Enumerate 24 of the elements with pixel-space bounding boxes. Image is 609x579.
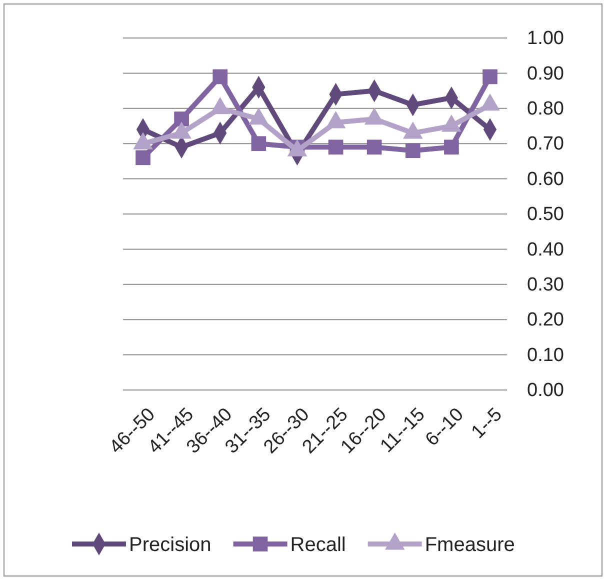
point [212,69,228,84]
point [405,143,420,158]
y-tick-label: 0.90 [527,63,564,84]
point [251,136,266,152]
y-tick-label: 1.00 [527,28,564,50]
y-tick-label: 0.60 [527,168,564,190]
y-tick-label: 0.70 [527,134,564,155]
point [136,150,150,166]
point [328,140,344,155]
y-tick-label: 0.40 [527,239,564,260]
point [482,69,498,84]
y-tick-label: 0.10 [527,344,564,366]
point [174,112,189,126]
legend-label: Recall [290,534,346,556]
y-tick-label: 0.20 [527,310,564,331]
y-tick-label: 0.50 [527,204,564,226]
point [366,140,382,155]
y-tick-label: 0.30 [527,274,564,296]
y-tick-label: 0.00 [527,380,564,402]
legend-label: Fmeasure [424,534,515,556]
legend-label: Precision [129,534,212,556]
y-tick-label: 0.80 [527,98,564,120]
x-tick-label: 1--5 [468,404,506,443]
point [444,140,459,155]
